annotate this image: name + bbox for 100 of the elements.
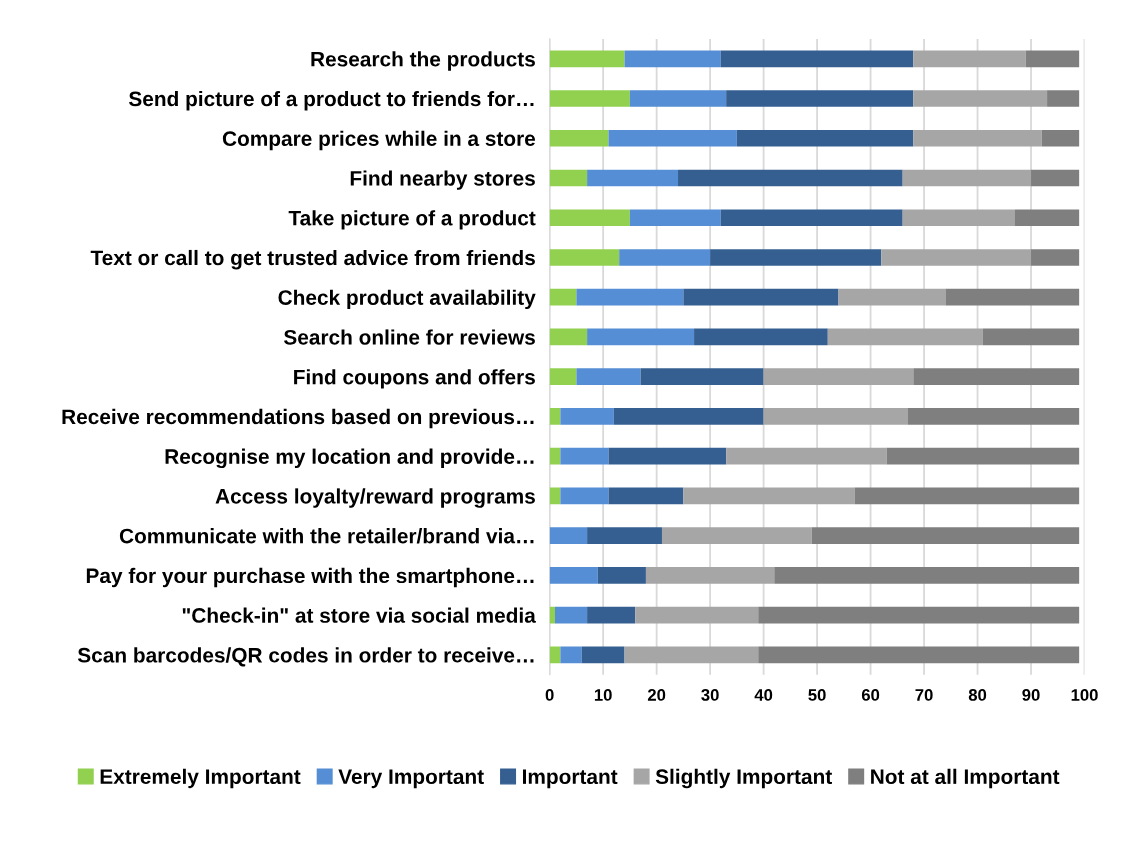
bar [913, 90, 1048, 107]
bar [549, 50, 625, 68]
bar [576, 368, 641, 386]
bar [774, 567, 1080, 584]
x-tick-label: 70 [915, 689, 933, 701]
bar [581, 646, 625, 664]
bar [726, 90, 914, 107]
bar [886, 447, 1080, 465]
bar [982, 328, 1080, 346]
bar [624, 646, 759, 664]
bar [902, 209, 1015, 227]
x-tick-label: 100 [1071, 689, 1098, 701]
x-tick-label: 40 [754, 689, 773, 701]
bar [1041, 129, 1080, 147]
bar [720, 209, 903, 227]
bar [811, 527, 1080, 544]
bar [587, 169, 679, 187]
y-tick-label: Find coupons and offers [294, 369, 535, 389]
bar [549, 567, 598, 584]
y-tick-label: Compare prices while in a store [222, 130, 536, 151]
bar [549, 209, 630, 227]
legend-label: Slightly Important [655, 768, 832, 789]
y-tick-label: Find nearby stores [350, 170, 535, 190]
bar [726, 447, 887, 465]
y-tick-label: Communicate with the retailer/brand via… [119, 528, 534, 544]
bar [945, 288, 1080, 306]
bar [736, 129, 914, 147]
bar [549, 90, 630, 107]
bar [576, 288, 684, 306]
bar [549, 368, 577, 386]
bar [838, 288, 946, 306]
bar [1031, 169, 1080, 187]
bar [549, 328, 588, 346]
y-tick-label: Text or call to get trusted advice from friends [90, 249, 535, 270]
bar [908, 408, 1080, 425]
legend-label: Important [523, 769, 618, 789]
bar [913, 50, 1026, 68]
x-tick-label: 50 [808, 689, 826, 701]
y-tick-label: Send picture of a product to friends for… [128, 90, 534, 111]
y-tick-label: Recognise my location and provide… [165, 448, 534, 469]
x-tick-label: 90 [1022, 689, 1040, 701]
bar [881, 249, 1032, 266]
y-tick-label: Access loyalty/reward programs [215, 488, 535, 508]
x-tick-label: 30 [701, 689, 719, 701]
bar [1047, 90, 1080, 107]
bar [661, 527, 812, 544]
legend-label: Extremely Important [100, 768, 301, 789]
y-tick-label: Receive recommendations based on previous… [62, 408, 534, 429]
bar [587, 606, 636, 624]
y-tick-label: Research the products [311, 51, 535, 71]
bar [555, 606, 588, 624]
bar [640, 368, 764, 386]
y-tick-label: Take picture of a product [288, 210, 536, 230]
bar [560, 646, 582, 664]
bar [683, 487, 855, 505]
bar [549, 288, 577, 306]
bar [1025, 50, 1080, 68]
bar [608, 487, 684, 505]
bar [763, 408, 909, 425]
x-tick-label: 20 [647, 689, 666, 701]
bar [902, 169, 1032, 187]
bar [549, 606, 555, 624]
bar [913, 129, 1042, 147]
y-tick-label: "Check-in" at store via social media [182, 607, 536, 623]
bar [913, 368, 1080, 386]
bar [619, 249, 711, 266]
x-tick-label: 0 [545, 689, 554, 701]
bar [763, 368, 914, 386]
bar [710, 249, 882, 266]
bar [597, 567, 646, 584]
bar [549, 249, 620, 266]
bar [629, 90, 727, 107]
y-tick-label: Scan barcodes/QR codes in order to receive… [77, 647, 534, 667]
bar [549, 527, 588, 544]
bar [678, 169, 903, 187]
bar [613, 408, 764, 425]
bar [560, 487, 609, 505]
bar [1014, 209, 1080, 227]
legend-label: Very Important [338, 769, 484, 789]
bar [549, 169, 588, 187]
bar [629, 209, 721, 227]
bar [683, 288, 839, 306]
bar [645, 567, 775, 584]
y-tick-label: Search online for reviews [283, 329, 535, 345]
bar [587, 328, 695, 346]
bar [720, 50, 914, 68]
bar [608, 129, 737, 147]
bar [624, 50, 721, 68]
legend-label: Not at all Important [871, 768, 1060, 789]
x-tick-label: 10 [594, 689, 612, 701]
bar [694, 328, 828, 346]
bar [635, 606, 759, 624]
bar [549, 646, 561, 664]
bar [560, 408, 614, 425]
bar [854, 487, 1080, 505]
bar [549, 408, 561, 425]
x-tick-label: 80 [968, 689, 987, 701]
y-tick-label: Pay for your purchase with the smartphone… [86, 567, 534, 588]
bar [549, 129, 609, 147]
y-tick-label: Check product availability [278, 289, 536, 310]
